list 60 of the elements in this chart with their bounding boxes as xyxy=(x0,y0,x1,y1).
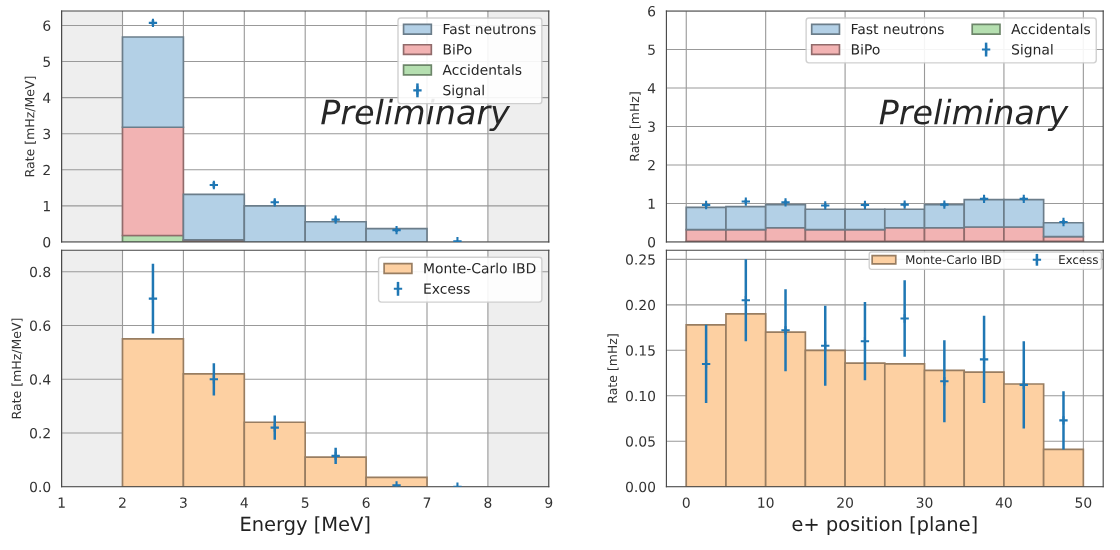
y-tick-label: 0 xyxy=(648,236,656,248)
y-tick-label: 5 xyxy=(648,44,655,55)
y-tick-label: 0.25 xyxy=(625,254,655,265)
x-axis-title: Energy [MeV] xyxy=(241,516,370,535)
y-tick-label: 4 xyxy=(647,83,656,94)
x-tick-label: 20 xyxy=(837,497,854,508)
y-tick-label: 1 xyxy=(648,198,655,209)
y-tick-label: 0 xyxy=(43,236,51,248)
x-tick-label: 50 xyxy=(1075,497,1092,508)
y-axis-title: Rate [mHz/MeV] xyxy=(24,76,36,177)
legend-label: Fast neutrons xyxy=(443,23,536,35)
x-tick-label: 5 xyxy=(301,497,309,508)
x-tick-label: 4 xyxy=(240,497,248,508)
y-tick-label: 6 xyxy=(648,5,656,17)
legend-label: Excess xyxy=(424,283,470,294)
y-tick-label: 1 xyxy=(43,201,50,212)
y-tick-label: 0.6 xyxy=(30,320,51,331)
y-tick-label: 0.2 xyxy=(30,427,50,439)
x-tick-label: 6 xyxy=(362,497,370,508)
legend-label: Excess xyxy=(1059,255,1098,265)
y-tick-label: 3 xyxy=(43,128,51,140)
y-axis-title: Rate [mHz] xyxy=(629,92,641,161)
x-tick-label: 30 xyxy=(916,497,933,508)
y-tick-label: 0.0 xyxy=(30,481,51,493)
legend-label: Fast neutrons xyxy=(851,23,944,35)
x-tick-label: 10 xyxy=(758,497,774,508)
legend-label: Signal xyxy=(1012,43,1053,58)
legend-label: Monte-Carlo IBD xyxy=(906,254,1001,265)
y-tick-label: 3 xyxy=(648,121,655,132)
x-tick-label: 7 xyxy=(423,497,431,508)
y-axis-title: Rate [mHz] xyxy=(607,334,619,403)
y-tick-label: 5 xyxy=(43,56,50,68)
y-tick-label: 0.05 xyxy=(625,436,655,447)
x-tick-label: 2 xyxy=(119,497,126,508)
x-tick-label: 40 xyxy=(995,497,1012,508)
legend-label: BiPo xyxy=(443,43,472,55)
y-tick-label: 2 xyxy=(648,159,655,171)
x-tick-label: 3 xyxy=(180,497,187,508)
x-tick-label: 9 xyxy=(545,497,553,508)
y-tick-label: 0.4 xyxy=(30,374,51,385)
legend-label: Signal xyxy=(443,84,484,99)
x-tick-label: 1 xyxy=(58,497,65,508)
y-tick-label: 6 xyxy=(43,20,51,31)
y-tick-label: 0.20 xyxy=(625,299,656,311)
y-tick-label: 0.10 xyxy=(625,390,656,402)
legend-label: Accidentals xyxy=(1011,23,1091,35)
y-tick-label: 4 xyxy=(43,92,51,103)
y-tick-label: 0.15 xyxy=(625,345,655,356)
annotation: Preliminary xyxy=(321,98,511,132)
legend-label: Accidentals xyxy=(442,64,522,76)
x-tick-label: 8 xyxy=(484,497,492,508)
y-axis-title: Rate [mHz/MeV] xyxy=(11,318,23,419)
y-tick-label: 0.00 xyxy=(625,481,656,493)
annotation: Preliminary xyxy=(879,98,1069,132)
x-tick-label: 0 xyxy=(682,497,690,508)
legend-label: BiPo xyxy=(851,43,880,55)
y-tick-label: 0.8 xyxy=(30,266,51,278)
x-axis-title: e+ position [plane] xyxy=(792,516,977,535)
legend-label: Monte-Carlo IBD xyxy=(424,262,536,274)
y-tick-label: 2 xyxy=(43,164,50,176)
